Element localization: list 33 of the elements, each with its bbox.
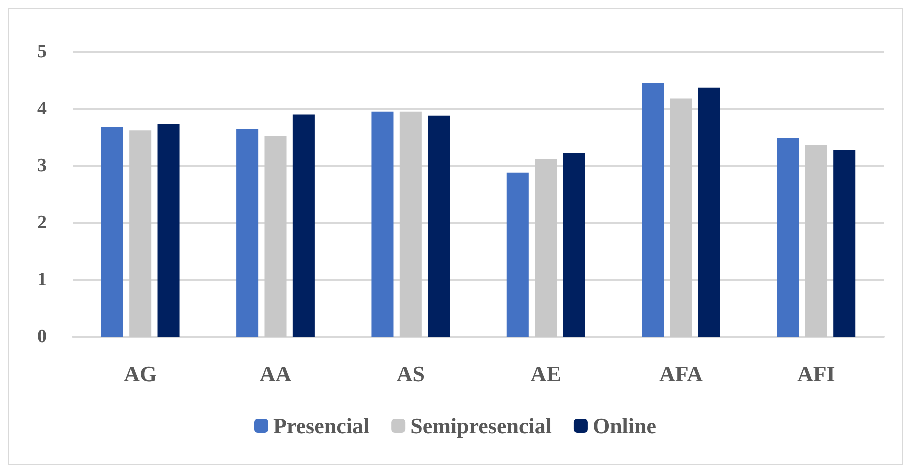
bar [777, 138, 800, 337]
bar [158, 124, 180, 337]
x-tick-label: AE [530, 362, 562, 386]
bar [101, 127, 124, 337]
y-tick-label: 3 [38, 156, 47, 176]
y-tick-label: 2 [38, 212, 47, 234]
bar [264, 136, 287, 337]
bar [400, 112, 422, 337]
bar [428, 116, 450, 337]
y-tick-label: 1 [38, 270, 47, 290]
x-tick-label: AS [396, 362, 425, 386]
x-tick-label: AFA [659, 362, 704, 386]
legend-label: Online [592, 414, 657, 438]
y-tick-label: 5 [38, 42, 47, 62]
bar [805, 145, 828, 337]
bar [506, 172, 529, 337]
legend-label: Semipresencial [410, 414, 552, 438]
legend-label: Presencial [273, 414, 370, 438]
bar [670, 98, 692, 337]
bar [292, 114, 315, 337]
x-tick-label: AFI [797, 362, 836, 386]
y-tick-label: 4 [38, 98, 48, 120]
bar [698, 88, 720, 337]
bar [834, 150, 856, 337]
x-tick-label: AA [260, 362, 292, 386]
y-tick-label: 0 [38, 326, 47, 348]
bar [236, 128, 259, 337]
bar [563, 153, 586, 337]
x-tick-label: AG [124, 362, 158, 386]
bar [535, 159, 558, 337]
bar [642, 83, 664, 337]
bar [130, 130, 152, 337]
bar [372, 112, 394, 337]
